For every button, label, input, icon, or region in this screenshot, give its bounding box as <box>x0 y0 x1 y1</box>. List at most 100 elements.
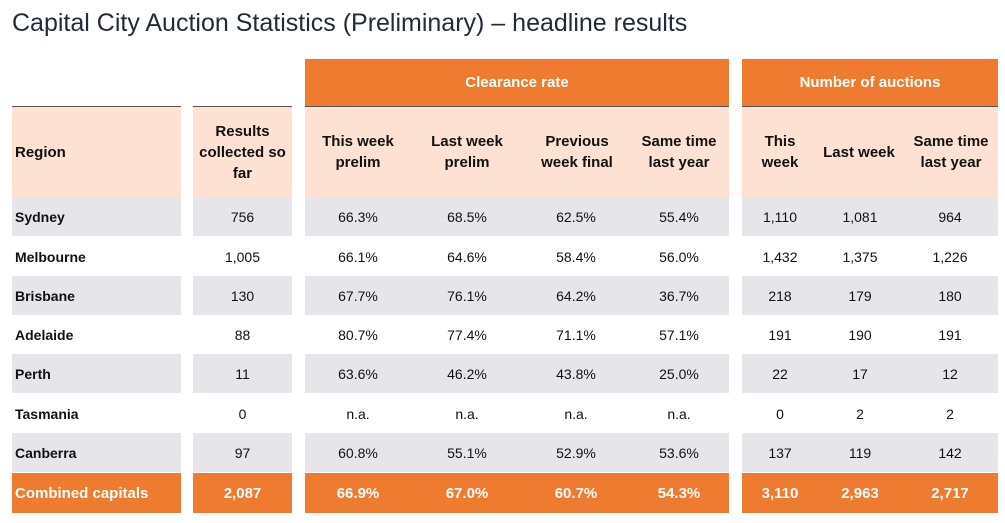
table-cell-cr-prev: 52.9% <box>556 444 596 461</box>
table-cell-cr-ly: 25.0% <box>659 365 699 382</box>
column-header-results: Results collected so far <box>199 122 286 182</box>
column-header-this-week-prelim: This week prelim <box>322 133 394 171</box>
row-stripe <box>305 354 729 393</box>
total-row-band <box>12 473 181 513</box>
header-band-results <box>193 106 292 197</box>
column-header-last-week: Last week <box>823 143 895 161</box>
table-cell-results: 97 <box>234 444 251 461</box>
total-cell-cr-ly: 54.3% <box>657 484 701 502</box>
table-cell-na-ly: 180 <box>938 287 962 304</box>
row-stripe <box>12 197 181 236</box>
header-band-region <box>12 106 181 197</box>
table-cell-region: Tasmania <box>15 405 79 422</box>
row-stripe <box>742 276 998 315</box>
table-cell-cr-ly: 36.7% <box>659 287 699 304</box>
column-header-region: Region <box>15 143 66 161</box>
table-cell-na-last: 1,081 <box>842 208 878 225</box>
table-cell-cr-ly: 55.4% <box>659 208 699 225</box>
total-cell-cr-prev: 60.7% <box>554 484 598 502</box>
column-header-last-week-prelim: Last week prelim <box>431 133 503 171</box>
table-cell-cr-this: 67.7% <box>338 287 378 304</box>
total-row-band <box>193 473 292 513</box>
table-cell-results: 88 <box>234 326 251 343</box>
row-stripe <box>12 433 181 472</box>
table-cell-cr-prev: n.a. <box>564 405 588 422</box>
row-stripe <box>193 197 292 236</box>
table-cell-cr-ly: 57.1% <box>659 326 699 343</box>
total-cell-region: Combined capitals <box>15 484 149 502</box>
table-cell-na-last: 2 <box>856 405 864 422</box>
column-header-previous-week-final: Previous week final <box>541 133 613 171</box>
table-cell-cr-last: 77.4% <box>447 326 487 343</box>
table-cell-region: Adelaide <box>15 326 74 343</box>
table-cell-na-ly: 191 <box>938 326 962 343</box>
header-band-auctions <box>742 106 998 197</box>
table-cell-results: 756 <box>230 208 255 225</box>
row-stripe <box>742 354 998 393</box>
table-cell-cr-ly: 56.0% <box>659 248 699 265</box>
total-cell-cr-this: 66.9% <box>336 484 380 502</box>
table-cell-results: 0 <box>238 405 247 422</box>
table-cell-cr-prev: 58.4% <box>556 248 596 265</box>
table-cell-na-this: 137 <box>768 444 792 461</box>
row-stripe <box>193 433 292 472</box>
table-cell-cr-last: n.a. <box>455 405 479 422</box>
clearance-rate-group-header: Clearance rate <box>305 59 729 106</box>
table-cell-na-last: 17 <box>852 365 868 382</box>
total-cell-na-last: 2,963 <box>841 484 879 502</box>
table-cell-na-ly: 12 <box>942 365 958 382</box>
table-cell-na-last: 190 <box>848 326 872 343</box>
table-cell-na-this: 218 <box>768 287 792 304</box>
row-stripe <box>305 276 729 315</box>
table-cell-region: Canberra <box>15 444 77 461</box>
table-cell-cr-last: 76.1% <box>447 287 487 304</box>
row-stripe <box>193 276 292 315</box>
column-header-same-time-last-year-auctions: Same time last year <box>913 133 989 171</box>
table-cell-na-ly: 964 <box>938 208 962 225</box>
table-cell-na-ly: 142 <box>938 444 962 461</box>
table-cell-cr-this: n.a. <box>346 405 370 422</box>
row-stripe <box>193 354 292 393</box>
table-cell-cr-this: 80.7% <box>338 326 378 343</box>
table-cell-na-this: 1,432 <box>762 248 798 265</box>
table-cell-cr-last: 46.2% <box>447 365 487 382</box>
table-cell-region: Perth <box>15 365 51 382</box>
total-cell-na-ly: 2,717 <box>931 484 969 502</box>
total-cell-na-this: 3,110 <box>761 484 799 502</box>
total-cell-cr-last: 67.0% <box>445 484 489 502</box>
table-cell-region: Brisbane <box>15 287 75 304</box>
total-cell-results: 2,087 <box>223 484 262 502</box>
row-stripe <box>12 354 181 393</box>
page-title: Capital City Auction Statistics (Prelimi… <box>12 9 688 37</box>
table-cell-na-this: 1,110 <box>763 208 797 225</box>
table-cell-cr-ly: n.a. <box>667 405 691 422</box>
table-cell-cr-prev: 64.2% <box>556 287 596 304</box>
table-cell-na-ly: 1,226 <box>932 248 968 265</box>
column-header-same-time-last-year: Same time last year <box>641 133 717 171</box>
table-cell-na-last: 179 <box>848 287 872 304</box>
table-cell-na-this: 22 <box>772 365 788 382</box>
table-cell-region: Melbourne <box>15 248 86 265</box>
row-stripe <box>12 276 181 315</box>
table-cell-cr-last: 64.6% <box>447 248 487 265</box>
table-cell-cr-prev: 62.5% <box>556 208 596 225</box>
table-cell-cr-last: 55.1% <box>447 444 487 461</box>
table-cell-region: Sydney <box>15 208 65 225</box>
table-cell-na-this: 0 <box>776 405 784 422</box>
table-cell-cr-prev: 43.8% <box>556 365 596 382</box>
table-cell-cr-this: 66.3% <box>338 208 378 225</box>
total-row-band <box>742 473 998 513</box>
table-cell-na-last: 1,375 <box>842 248 878 265</box>
row-stripe <box>305 197 729 236</box>
table-cell-cr-this: 63.6% <box>338 365 378 382</box>
table-cell-results: 130 <box>230 287 255 304</box>
table-cell-na-ly: 2 <box>946 405 954 422</box>
row-stripe <box>742 433 998 472</box>
table-cell-results: 1,005 <box>224 248 261 265</box>
table-cell-results: 11 <box>235 365 250 382</box>
row-stripe <box>742 197 998 236</box>
auctions-group-header: Number of auctions <box>742 59 998 106</box>
column-header-this-week: This week <box>761 133 799 171</box>
table-cell-cr-ly: 53.6% <box>659 444 699 461</box>
table-cell-na-this: 191 <box>768 326 792 343</box>
